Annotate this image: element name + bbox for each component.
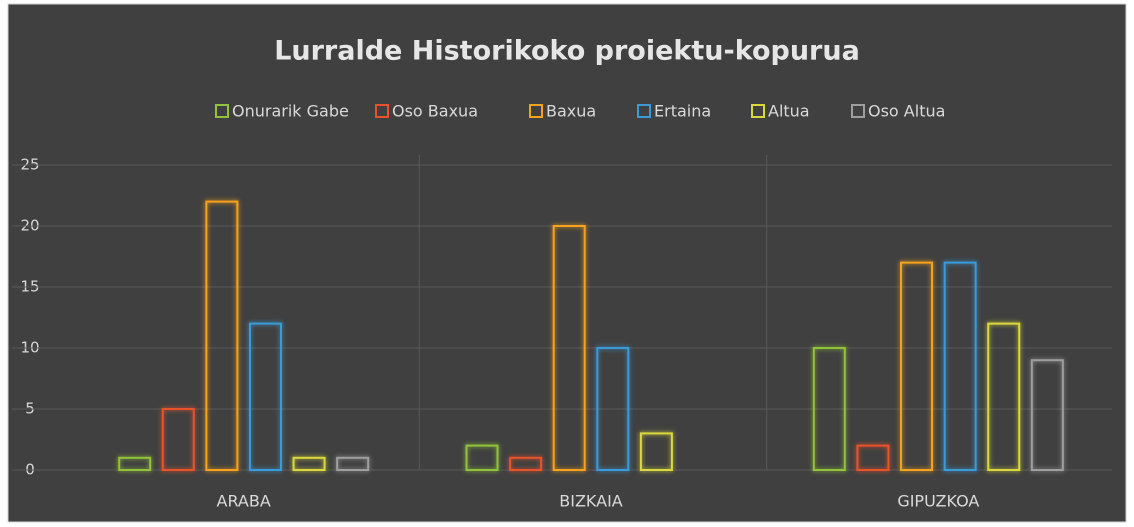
bar [812,347,846,471]
bar [552,225,586,471]
bar [465,444,499,472]
legend-swatch [637,104,651,118]
chart-title: Lurralde Historikoko proiektu-kopurua [274,36,860,67]
bar [639,432,673,471]
legend-label: Baxua [546,102,596,121]
legend-swatch [851,104,865,118]
bar [336,456,370,471]
bar [987,322,1021,471]
legend-label: Oso Altua [868,102,945,121]
legend-label: Ertaina [654,102,711,121]
legend-label: Altua [768,102,810,121]
legend-swatch [751,104,765,118]
bar [205,200,239,471]
legend-swatch [529,104,543,118]
bar [161,408,195,471]
bar [118,456,152,471]
legend-label: Onurarik Gabe [232,102,349,121]
legend-swatch [215,104,229,118]
bar [900,261,934,471]
bar [509,456,543,471]
bar [292,456,326,471]
bar [943,261,977,471]
bar [1030,359,1064,472]
x-tick-label: BIZKAIA [559,492,623,511]
x-tick-label: GIPUZKOA [897,492,979,511]
legend-swatch [375,104,389,118]
bar [856,444,890,472]
bar [596,347,630,471]
legend-label: Oso Baxua [392,102,478,121]
bar [248,322,282,471]
x-tick-label: ARABA [217,492,271,511]
